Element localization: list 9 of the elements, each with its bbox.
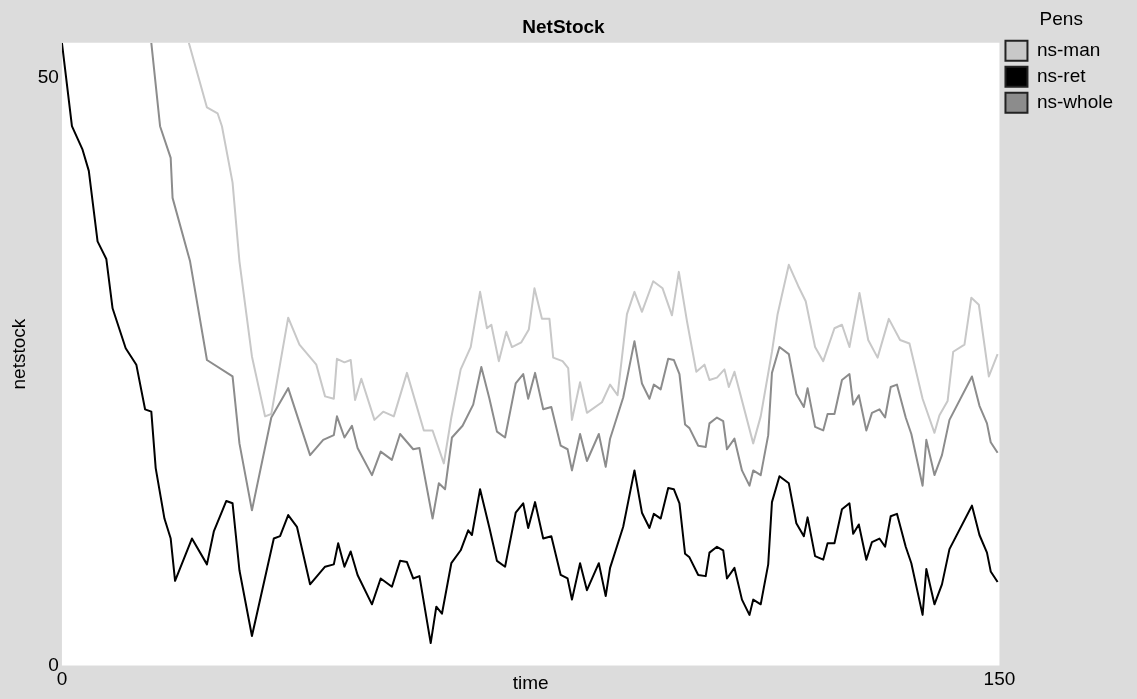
legend-title: Pens (1039, 7, 1083, 29)
y-axis-title: netstock (7, 318, 29, 390)
x-axis-title: time (512, 671, 549, 693)
chart-title: NetStock (522, 15, 606, 37)
legend-label: ns-whole (1036, 91, 1114, 113)
y-tick-label: 50 (37, 66, 59, 88)
legend-label: ns-man (1036, 39, 1101, 61)
legend-label: ns-ret (1036, 65, 1087, 87)
x-tick-label: 150 (983, 668, 1016, 690)
